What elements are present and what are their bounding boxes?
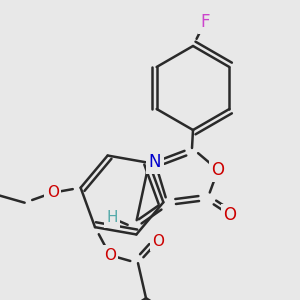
Text: H: H [106, 211, 118, 226]
Text: O: O [104, 248, 116, 263]
Text: O: O [46, 185, 58, 200]
Text: F: F [200, 13, 210, 31]
Text: O: O [212, 161, 224, 179]
Text: N: N [149, 153, 161, 171]
Text: O: O [152, 234, 164, 249]
Text: O: O [224, 206, 236, 224]
